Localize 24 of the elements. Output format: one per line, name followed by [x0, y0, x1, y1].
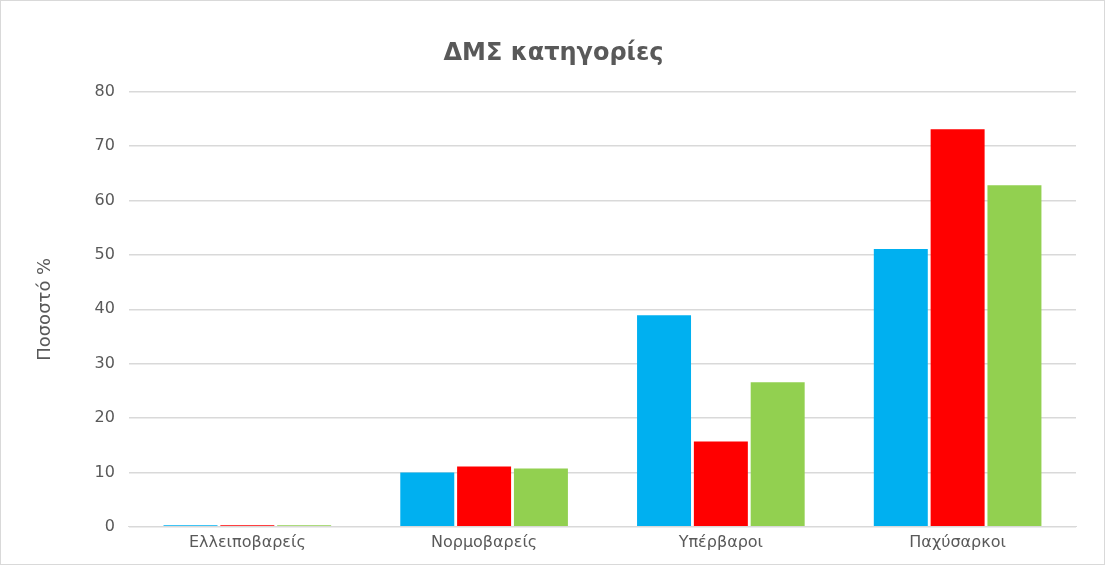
bar: [930, 129, 985, 527]
bar: [637, 315, 692, 527]
bar: [750, 382, 805, 527]
y-tick-label: 10: [94, 461, 115, 481]
y-tick-label: 50: [94, 244, 115, 264]
y-tick-label: 40: [94, 298, 115, 318]
y-tick-label: 60: [94, 189, 115, 209]
bar: [513, 468, 568, 527]
y-tick-label: 0: [104, 515, 115, 535]
bar: [873, 248, 928, 527]
y-tick-label: 30: [94, 352, 115, 372]
bar: [987, 185, 1042, 527]
bar: [400, 472, 455, 527]
y-tick-label: 20: [94, 407, 115, 427]
x-tick-label: Ελλειποβαρείς: [188, 531, 306, 551]
x-tick-label: Παχύσαρκοι: [909, 531, 1006, 551]
bar: [457, 466, 512, 527]
chart-title: ΔΜΣ κατηγορίες: [443, 37, 664, 66]
x-tick-label: Υπέρβαροι: [677, 531, 764, 551]
y-tick-label: 70: [94, 135, 115, 155]
y-axis-title: Ποσοστό %: [33, 257, 55, 361]
y-tick-label: 80: [94, 80, 115, 100]
bar: [693, 441, 748, 527]
x-tick-label: Νορμοβαρείς: [430, 531, 538, 551]
